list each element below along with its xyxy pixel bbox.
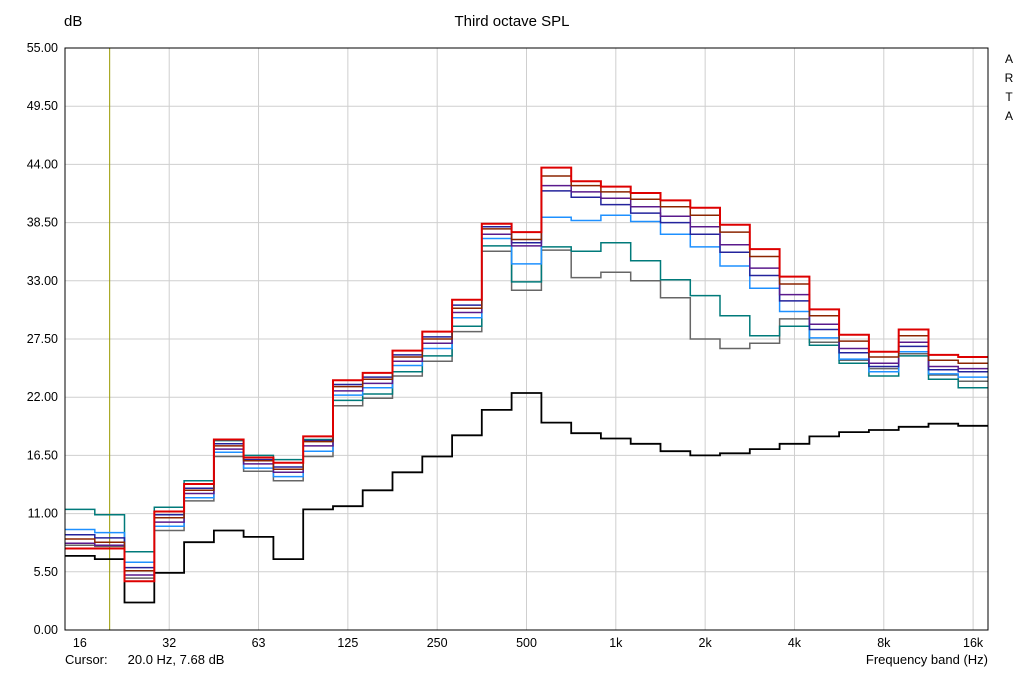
x-tick-label: 2k (699, 636, 713, 650)
x-tick-label: 63 (252, 636, 266, 650)
y-tick-label: 44.00 (27, 157, 58, 171)
x-tick-label: 32 (162, 636, 176, 650)
brand-letter: R (1004, 71, 1014, 85)
x-tick-label: 125 (337, 636, 358, 650)
y-tick-label: 22.00 (27, 390, 58, 404)
x-tick-label: 500 (516, 636, 537, 650)
x-tick-label: 4k (788, 636, 802, 650)
x-tick-label: 1k (609, 636, 623, 650)
y-tick-label: 11.00 (28, 507, 58, 521)
series-maroon (65, 175, 988, 572)
plot-border (64, 47, 989, 631)
brand-letter: A (1004, 52, 1013, 66)
y-axis-unit-label: dB (64, 13, 83, 30)
y-tick-label: 55.00 (27, 41, 58, 55)
y-tick-label: 38.50 (27, 216, 58, 230)
cursor-value: 20.0 Hz, 7.68 dB (127, 652, 225, 667)
series-teal (65, 241, 988, 553)
x-tick-label: 16k (963, 636, 984, 650)
y-tick-label: 27.50 (27, 332, 58, 346)
brand-letter: T (1005, 90, 1013, 104)
cursor-readout: Cursor: 20.0 Hz, 7.68 dB (65, 652, 224, 667)
status-bar: Cursor: 20.0 Hz, 7.68 dB Frequency band … (65, 652, 988, 667)
x-axis-label: Frequency band (Hz) (865, 652, 988, 667)
series-blue (65, 214, 988, 564)
x-tick-label: 8k (877, 636, 891, 650)
y-tick-label: 49.50 (27, 99, 58, 113)
y-tick-label: 16.50 (27, 448, 58, 462)
chart-title: Third octave SPL (454, 13, 570, 30)
series-black (65, 392, 988, 604)
brand-letter: A (1004, 109, 1013, 123)
series-navy (65, 190, 988, 569)
y-tick-label: 5.50 (34, 565, 58, 579)
x-tick-label: 16 (73, 636, 87, 650)
series-purple (65, 184, 988, 576)
x-tick-label: 250 (427, 636, 448, 650)
series-gray (65, 249, 988, 579)
y-tick-label: 0.00 (34, 623, 58, 637)
y-tick-label: 33.00 (27, 274, 58, 288)
series-red (65, 166, 988, 583)
cursor-label: Cursor: (65, 652, 108, 667)
